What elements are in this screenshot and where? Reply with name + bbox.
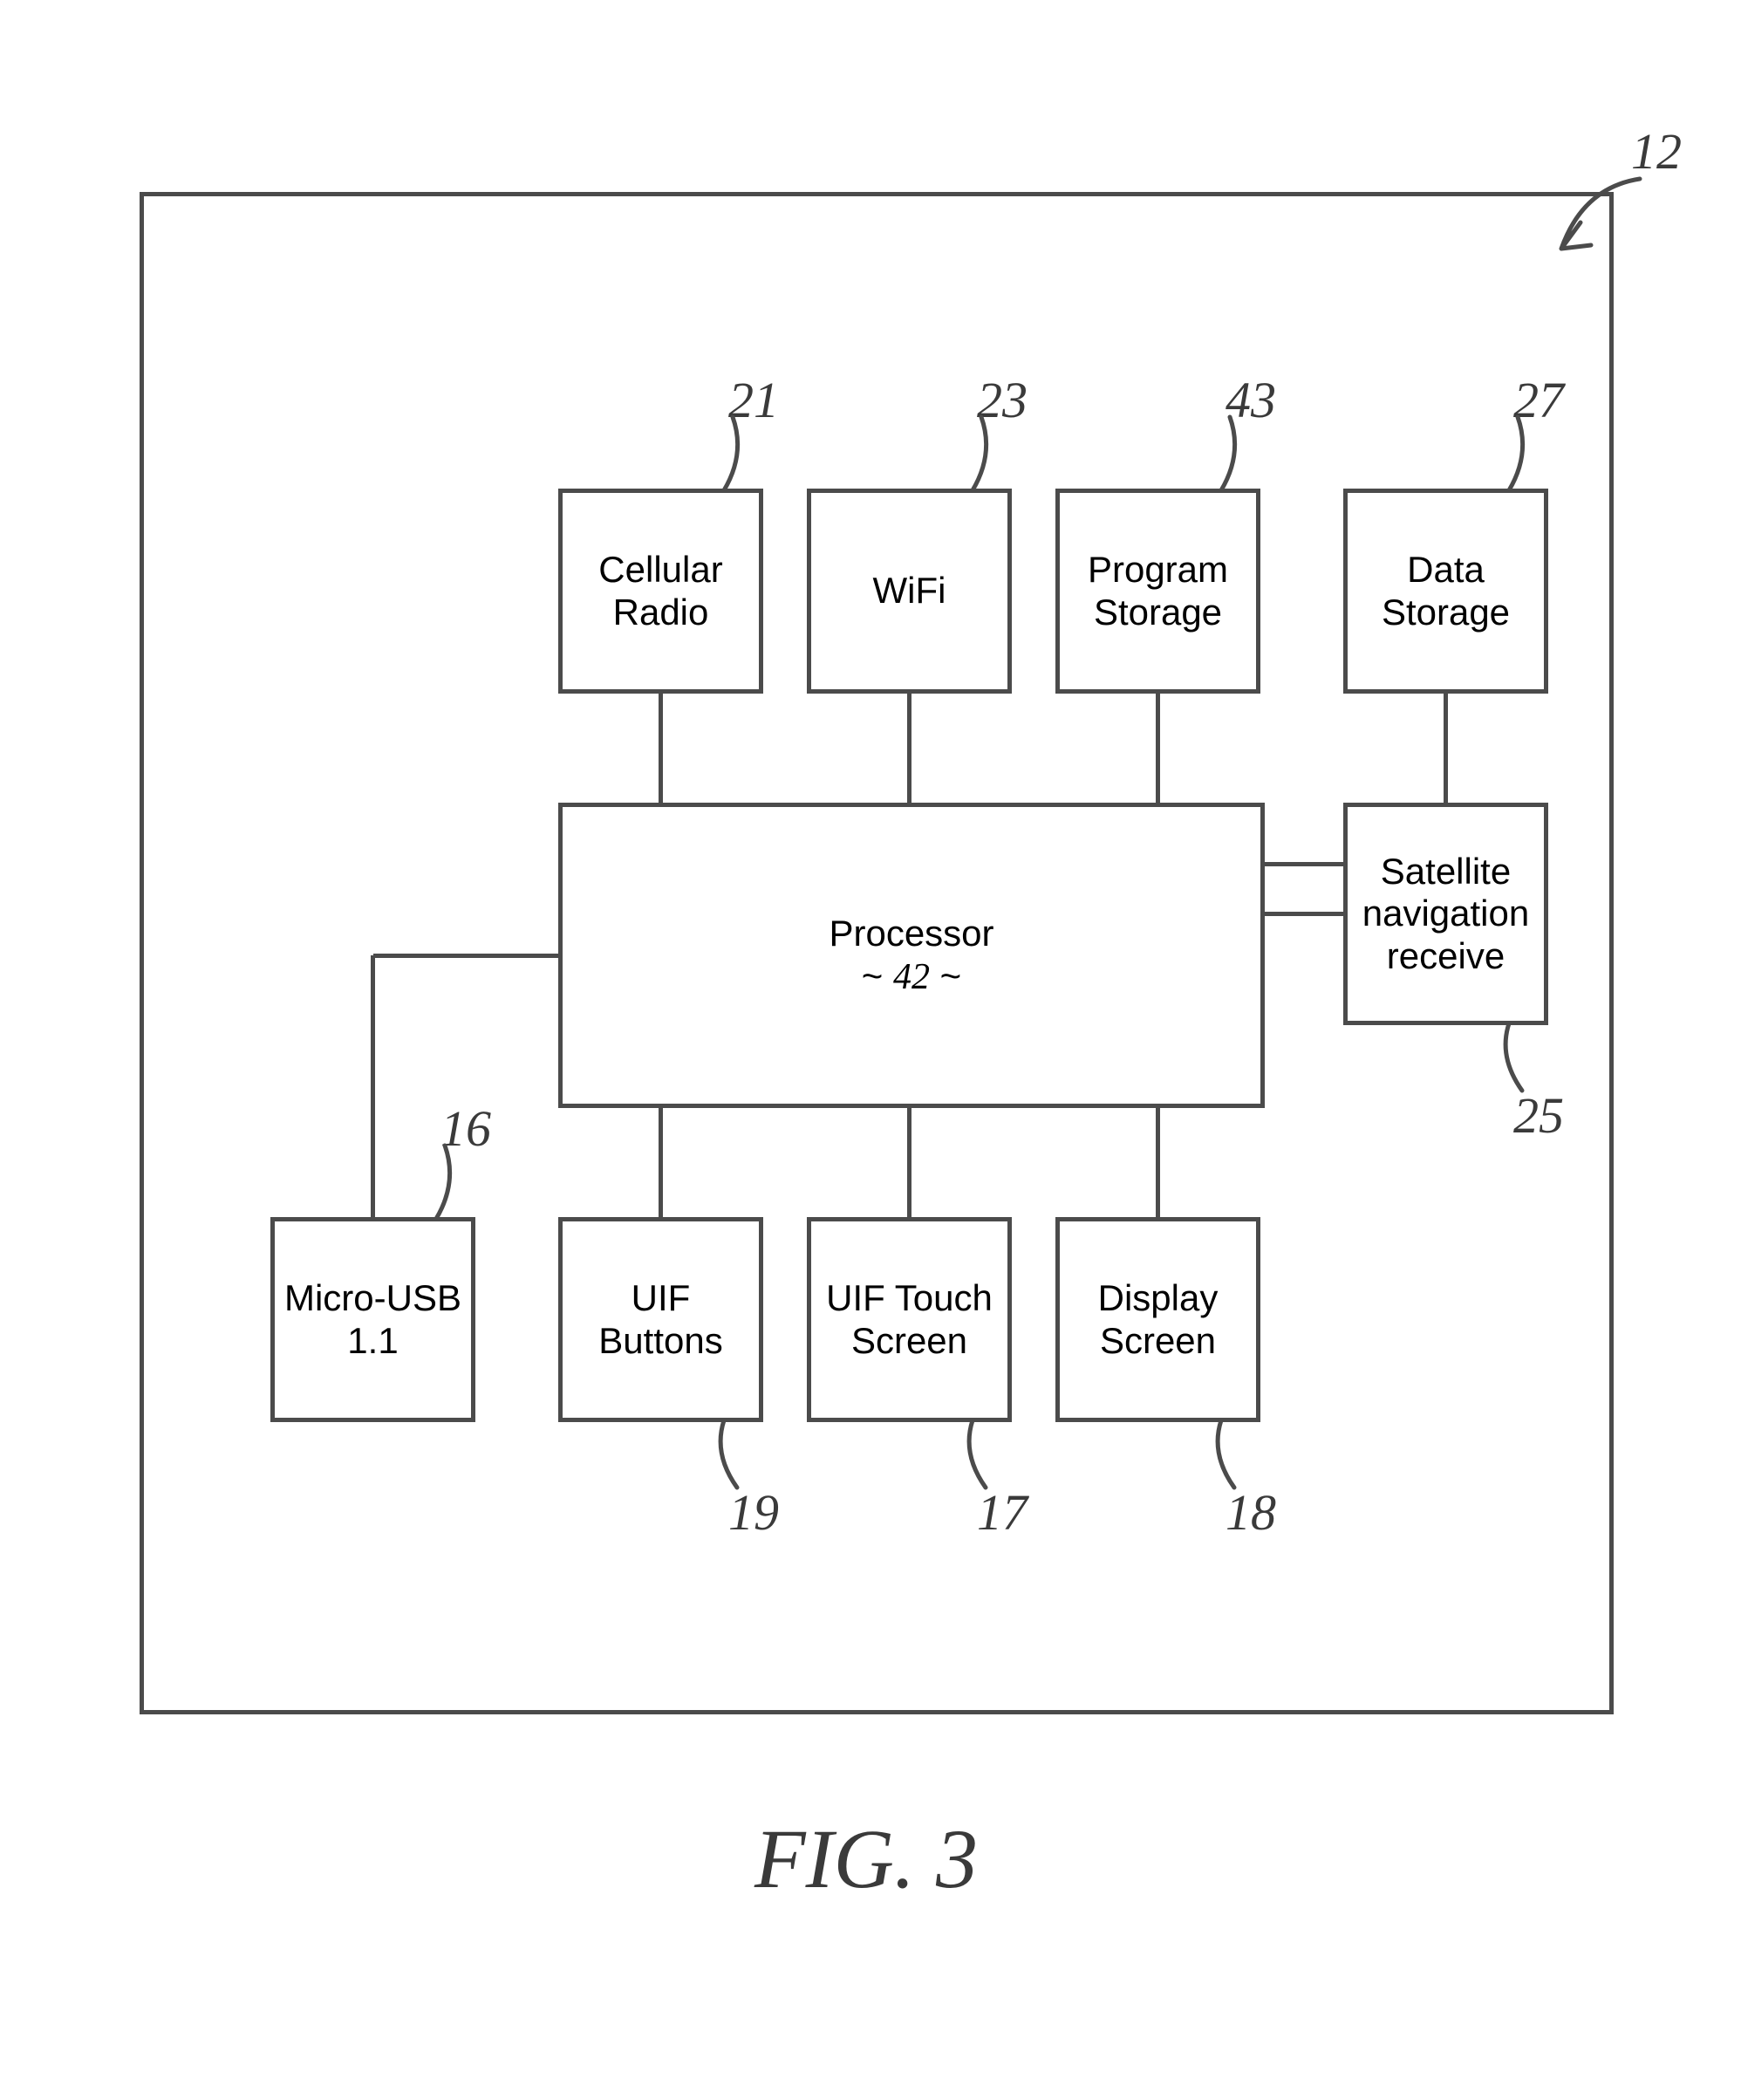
diagram-canvas: 12 Processor ~ 42 ~ FIG. 3 CellularRadio… <box>0 0 1741 2100</box>
display-ref-lead <box>0 0 1741 2100</box>
connector-line <box>1156 1108 1160 1217</box>
